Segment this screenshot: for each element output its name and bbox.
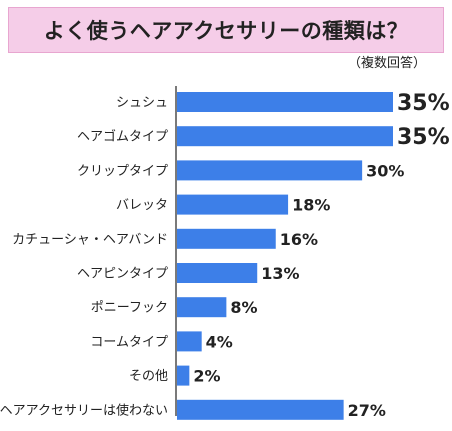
- category-label: ヘアピンタイプ: [77, 267, 168, 282]
- value-label: 18%: [292, 196, 330, 215]
- bar: [177, 365, 190, 386]
- category-label: シュシュ: [116, 96, 168, 111]
- bar: [177, 160, 363, 181]
- value-label: 8%: [230, 298, 257, 317]
- value-label: 13%: [261, 264, 299, 283]
- bar: [177, 194, 289, 215]
- chart-title: よく使うヘアアクセサリーの種類は？: [43, 19, 409, 43]
- value-label: 35%: [397, 125, 450, 150]
- value-label: 27%: [348, 401, 386, 420]
- category-label: ポニーフック: [91, 301, 168, 316]
- bar: [177, 228, 276, 249]
- bar: [177, 297, 227, 318]
- category-label: ヘアアクセサリーは使わない: [0, 402, 168, 418]
- category-label: ヘアゴムタイプ: [77, 129, 168, 145]
- bar: [177, 263, 258, 283]
- value-label: 2%: [193, 367, 220, 386]
- value-label: 16%: [280, 230, 318, 249]
- category-label: その他: [129, 369, 168, 384]
- bar: [177, 92, 393, 112]
- value-label: 30%: [366, 161, 404, 180]
- category-label: カチューシャ・ヘアバンド: [12, 232, 168, 247]
- category-label: コームタイプ: [90, 335, 168, 350]
- value-label: 35%: [397, 91, 450, 116]
- bar: [177, 399, 344, 420]
- title-banner: よく使うヘアアクセサリーの種類は？: [8, 7, 444, 53]
- bar: [177, 331, 202, 352]
- category-label: クリップタイプ: [77, 164, 168, 179]
- value-label: 4%: [206, 332, 233, 351]
- chart-subtitle: （複数回答）: [347, 56, 426, 71]
- bar: [177, 126, 393, 147]
- category-label: バレッタ: [116, 198, 168, 213]
